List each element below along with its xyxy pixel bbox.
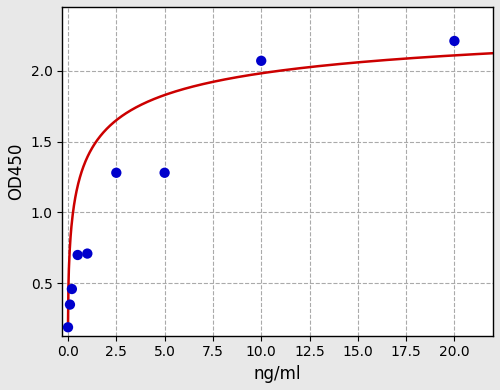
Point [112, 170, 120, 176]
Point [450, 38, 458, 44]
Point [66, 301, 74, 308]
Point [84, 250, 92, 257]
Point [74, 252, 82, 258]
Point [160, 170, 168, 176]
Point [257, 58, 265, 64]
X-axis label: ng/ml: ng/ml [254, 365, 302, 383]
Point [64, 324, 72, 330]
Point [68, 286, 76, 292]
Y-axis label: OD450: OD450 [7, 143, 25, 200]
